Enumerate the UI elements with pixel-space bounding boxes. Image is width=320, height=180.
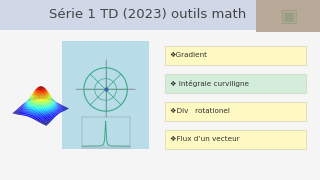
Text: ❖Flux d’un vecteur: ❖Flux d’un vecteur [170, 136, 239, 142]
Text: Série 1 TD (2023) outils math: Série 1 TD (2023) outils math [49, 8, 246, 21]
Bar [165, 130, 306, 148]
Bar [0, 0, 320, 30]
Bar [256, 0, 320, 32]
Bar [165, 46, 306, 65]
Bar [165, 102, 306, 121]
Text: ❖ Intégrale curviligne: ❖ Intégrale curviligne [170, 80, 249, 87]
Text: ▣: ▣ [279, 7, 297, 26]
Bar [62, 41, 149, 149]
Text: ❖Gradient: ❖Gradient [170, 52, 208, 58]
Bar [165, 74, 306, 93]
Text: ❖Div   rotationel: ❖Div rotationel [170, 108, 229, 114]
